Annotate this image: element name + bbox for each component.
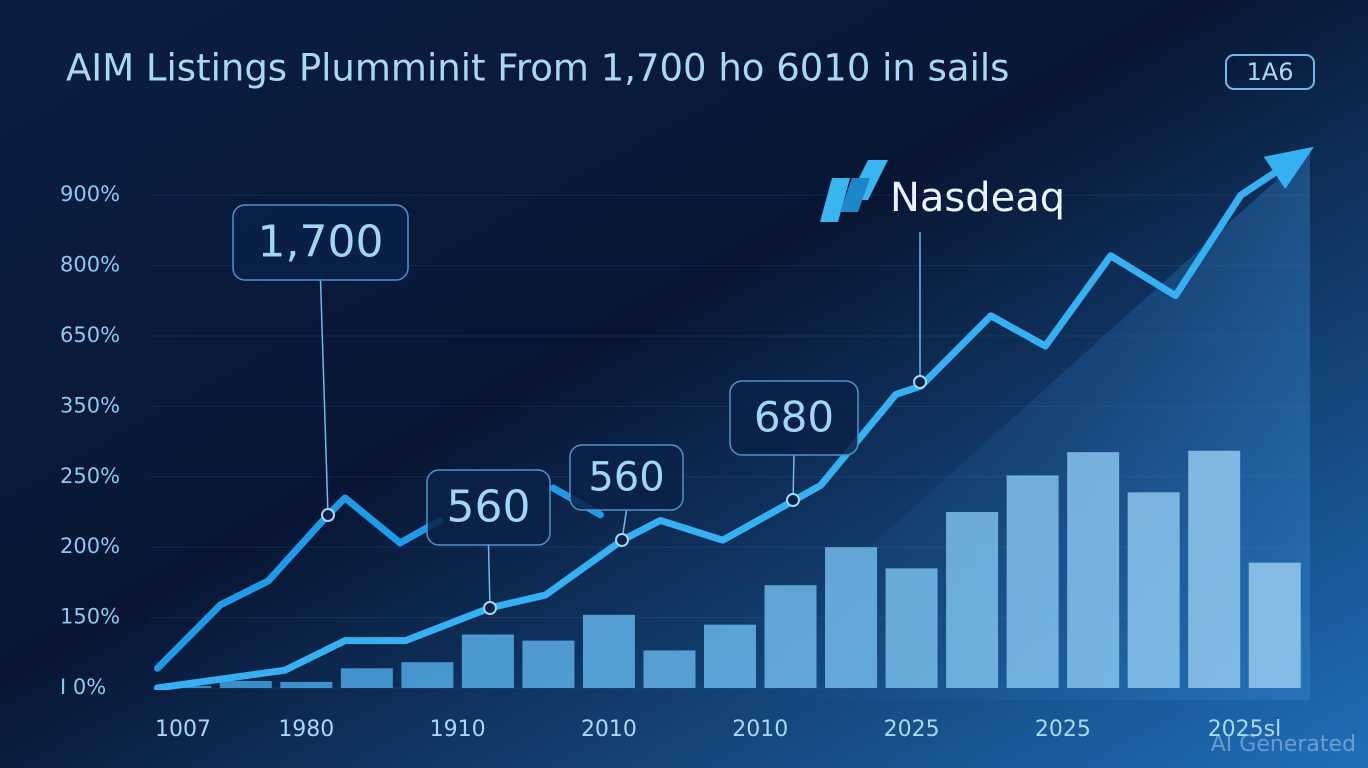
x-tick-label: 2010 xyxy=(732,717,788,742)
bar xyxy=(401,662,454,688)
plot: I 0% 150% 200% 250% 350% 650% 800% 900% 1007 1980… xyxy=(60,146,1314,742)
bar xyxy=(885,568,938,688)
bar xyxy=(643,650,696,688)
badge: 1A6 xyxy=(1247,58,1294,86)
callout-box xyxy=(569,444,684,511)
y-tick-label: 200% xyxy=(60,534,120,558)
y-tick-label: 250% xyxy=(60,464,120,488)
callout-dot xyxy=(615,533,629,547)
bar xyxy=(522,640,575,688)
callout-box xyxy=(426,469,551,546)
callout-box xyxy=(729,380,859,456)
bar xyxy=(280,681,333,688)
bar xyxy=(219,680,272,688)
bar xyxy=(1067,452,1120,688)
callout-leader xyxy=(487,544,491,609)
logo-text: Nasdeaq xyxy=(890,175,1065,221)
callout-leader xyxy=(792,454,795,501)
callout-label: 1,700 xyxy=(258,217,384,268)
watermark: AI Generated xyxy=(1211,732,1356,757)
logo-mark xyxy=(840,178,870,212)
bar xyxy=(825,547,878,688)
bar xyxy=(704,624,756,688)
callout-dot xyxy=(321,508,335,522)
arrowhead xyxy=(1263,146,1314,190)
x-tick-label: 2025 xyxy=(884,717,940,742)
bar xyxy=(582,614,635,688)
x-tick-label: 2010 xyxy=(581,717,637,742)
y-tick-label: 800% xyxy=(60,253,120,277)
bar xyxy=(461,634,514,688)
bar xyxy=(1188,450,1241,688)
bar xyxy=(946,512,999,688)
callout-dot xyxy=(483,601,497,615)
logo-mark xyxy=(820,178,850,222)
callout-label: 560 xyxy=(447,482,531,533)
bar xyxy=(1248,562,1301,688)
x-tick-label: 1910 xyxy=(430,717,486,742)
bar xyxy=(764,585,817,688)
x-tick-label: 1980 xyxy=(278,717,334,742)
y-tick-label: 900% xyxy=(60,182,120,206)
logo: Nasdeaq xyxy=(820,160,1065,222)
bar xyxy=(1127,492,1180,688)
chart-title: AIM Listings Plumminit From 1,700 ho 601… xyxy=(66,47,1009,90)
callout-leader xyxy=(319,279,329,516)
badge-frame xyxy=(1225,54,1315,90)
y-tick-label: 150% xyxy=(60,605,120,629)
callout-dot xyxy=(786,493,800,507)
y-tick-label: I 0% xyxy=(60,675,106,699)
series-group xyxy=(153,148,1310,691)
y-tick-label: 350% xyxy=(60,393,120,417)
callout-label: 560 xyxy=(588,455,664,501)
callout-label: 680 xyxy=(754,393,834,442)
bar xyxy=(1006,475,1059,688)
logo-dot xyxy=(913,375,927,389)
callout-box xyxy=(232,204,409,281)
x-tick-label: 1007 xyxy=(155,717,211,742)
x-tick-label: 2025sl xyxy=(1208,717,1282,742)
y-tick-label: 650% xyxy=(60,323,120,347)
bar xyxy=(340,668,393,688)
x-tick-label: 2025 xyxy=(1035,717,1091,742)
